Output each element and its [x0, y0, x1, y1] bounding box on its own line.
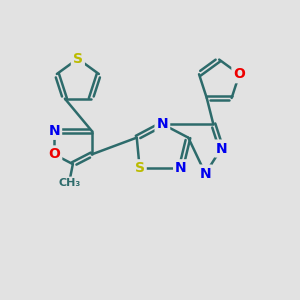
Text: N: N: [215, 142, 227, 155]
Text: N: N: [200, 167, 211, 181]
Text: N: N: [175, 161, 187, 175]
Text: S: S: [135, 161, 145, 175]
Text: N: N: [49, 124, 60, 138]
Text: S: S: [73, 52, 83, 66]
Text: N: N: [157, 117, 168, 131]
Text: O: O: [48, 147, 60, 161]
Text: O: O: [233, 67, 245, 81]
Text: CH₃: CH₃: [59, 178, 81, 188]
